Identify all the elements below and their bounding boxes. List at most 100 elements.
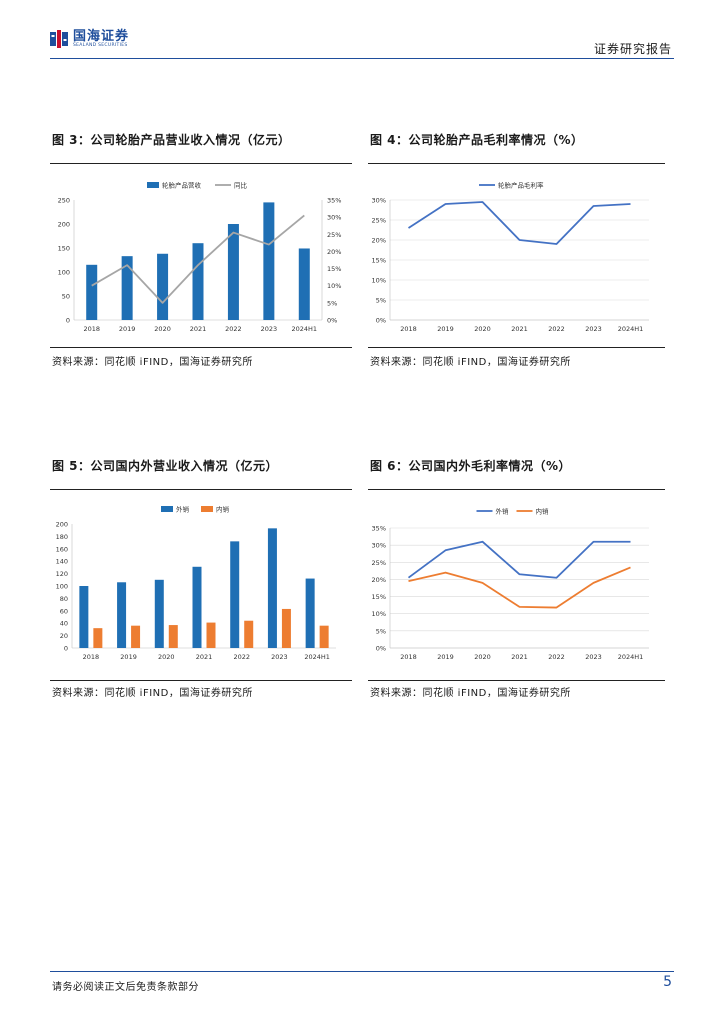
figure-5-chart: 0 20 40 60 80 100 120 140 160 180 200 2018 2019 2020 2… bbox=[56, 505, 336, 661]
bar bbox=[267, 528, 277, 648]
bar bbox=[263, 202, 275, 320]
y-tick-label: 20% bbox=[372, 576, 386, 584]
x-tick-label: 2023 bbox=[585, 653, 602, 661]
x-tick-label: 2020 bbox=[474, 325, 491, 333]
y-tick-label: 100 bbox=[58, 269, 70, 277]
figure-6-top-rule bbox=[368, 489, 665, 490]
legend-swatch bbox=[161, 506, 173, 512]
legend-swatch bbox=[147, 182, 159, 188]
y-tick-label: 140 bbox=[56, 558, 68, 566]
bar bbox=[131, 625, 141, 648]
x-tick-label: 2024H1 bbox=[304, 653, 330, 661]
company-logo: 国海证券 SEALAND SECURITIES bbox=[50, 30, 129, 49]
y2-tick-label: 10% bbox=[327, 282, 341, 290]
y-tick-label: 120 bbox=[56, 570, 68, 578]
y-tick-label: 35% bbox=[372, 525, 386, 533]
footer-disclaimer: 请务必阅读正文后免责条款部分 bbox=[52, 982, 199, 993]
x-tick-label: 2020 bbox=[158, 653, 175, 661]
figure-4-bottom-rule bbox=[368, 347, 665, 348]
bar bbox=[86, 264, 98, 320]
x-tick-label: 2024H1 bbox=[291, 325, 317, 333]
figure-3-source: 资料来源：同花顺 iFIND，国海证券研究所 bbox=[52, 357, 253, 368]
x-tick-label: 2020 bbox=[474, 653, 491, 661]
x-tick-label: 2022 bbox=[233, 653, 250, 661]
bar bbox=[192, 243, 204, 320]
y-tick-label: 30% bbox=[372, 542, 386, 550]
y-tick-label: 10% bbox=[372, 277, 386, 285]
x-tick-label: 2020 bbox=[154, 325, 171, 333]
y-tick-label: 250 bbox=[58, 197, 70, 205]
y-tick-label: 180 bbox=[56, 533, 68, 541]
y-tick-label: 15% bbox=[372, 257, 386, 265]
y-tick-label: 80 bbox=[60, 595, 68, 603]
y-tick-label: 60 bbox=[60, 607, 68, 615]
figure-4-source: 资料来源：同花顺 iFIND，国海证券研究所 bbox=[370, 357, 571, 368]
bar bbox=[117, 582, 127, 648]
figure-5-bottom-rule bbox=[50, 680, 352, 681]
bar bbox=[157, 253, 169, 320]
figure-6-title: 图 6：公司国内外毛利率情况（%） bbox=[370, 459, 572, 473]
page-header: 国海证券 SEALAND SECURITIES 证券研究报告 bbox=[0, 0, 724, 62]
bar bbox=[93, 628, 103, 648]
bar bbox=[298, 248, 310, 320]
bar bbox=[319, 625, 329, 648]
figure-4-chart: 0% 5% 10% 15% 20% 25% 30% 2018 2019 2020 2021 2022 2… bbox=[372, 181, 649, 333]
bar bbox=[154, 579, 164, 648]
figure-6-source: 资料来源：同花顺 iFIND，国海证券研究所 bbox=[370, 688, 571, 699]
y2-tick-label: 5% bbox=[327, 299, 337, 307]
y-tick-label: 5% bbox=[376, 297, 386, 305]
y2-tick-label: 0% bbox=[327, 317, 337, 325]
y-tick-label: 20 bbox=[60, 632, 68, 640]
y-tick-label: 0% bbox=[376, 645, 386, 653]
logo-chinese-name: 国海证券 bbox=[73, 29, 130, 44]
x-tick-label: 2018 bbox=[83, 653, 100, 661]
x-tick-label: 2022 bbox=[548, 653, 565, 661]
y-tick-label: 5% bbox=[376, 627, 386, 635]
bar bbox=[206, 622, 216, 648]
x-tick-label: 2018 bbox=[400, 653, 417, 661]
y2-tick-label: 20% bbox=[327, 248, 341, 256]
bar bbox=[244, 620, 254, 648]
y-tick-label: 200 bbox=[56, 521, 68, 529]
x-tick-label: 2019 bbox=[119, 325, 136, 333]
bar bbox=[230, 541, 240, 648]
series-line bbox=[408, 566, 631, 609]
bar bbox=[192, 566, 202, 648]
x-tick-label: 2022 bbox=[548, 325, 565, 333]
y2-tick-label: 25% bbox=[327, 231, 341, 239]
x-tick-label: 2018 bbox=[400, 325, 417, 333]
x-tick-label: 2019 bbox=[437, 325, 454, 333]
y-tick-label: 40 bbox=[60, 620, 68, 628]
figure-3-bottom-rule bbox=[50, 347, 352, 348]
figure-4-top-rule bbox=[368, 163, 665, 164]
y-tick-label: 15% bbox=[372, 593, 386, 601]
legend-label: 轮胎产品毛利率 bbox=[498, 181, 544, 190]
legend-label: 内销 bbox=[216, 505, 230, 514]
y-tick-label: 150 bbox=[58, 245, 70, 253]
legend-label: 同比 bbox=[234, 181, 248, 190]
figure-6-bottom-rule bbox=[368, 680, 665, 681]
x-tick-label: 2019 bbox=[120, 653, 137, 661]
y2-tick-label: 15% bbox=[327, 265, 341, 273]
x-tick-label: 2024H1 bbox=[618, 325, 644, 333]
bar bbox=[305, 578, 315, 648]
series-line bbox=[407, 540, 631, 579]
x-tick-label: 2023 bbox=[261, 325, 278, 333]
logo-english-name: SEALAND SECURITIES bbox=[73, 43, 128, 48]
bar bbox=[79, 586, 89, 648]
figure-3-chart: 0 50 100 150 200 250 0% 5% 10% 15% 20% 25% 30% 35% 201… bbox=[58, 181, 342, 334]
header-divider bbox=[50, 58, 674, 59]
x-tick-label: 2018 bbox=[83, 325, 100, 333]
figure-3-title: 图 3：公司轮胎产品营业收入情况（亿元） bbox=[52, 133, 291, 147]
y-tick-label: 100 bbox=[56, 583, 68, 591]
figure-6-chart: 0% 5% 10% 15% 20% 25% 30% 35% 2018 2019 2020 2021 20… bbox=[372, 507, 649, 661]
figure-5-top-rule bbox=[50, 489, 352, 490]
y-tick-label: 160 bbox=[56, 545, 68, 553]
y-tick-label: 0 bbox=[64, 645, 68, 653]
x-tick-label: 2019 bbox=[437, 653, 454, 661]
legend-label: 轮胎产品营收 bbox=[162, 181, 202, 190]
footer-divider bbox=[50, 971, 674, 972]
bar bbox=[227, 224, 239, 320]
x-tick-label: 2021 bbox=[511, 325, 528, 333]
legend-label: 外销 bbox=[496, 507, 510, 516]
